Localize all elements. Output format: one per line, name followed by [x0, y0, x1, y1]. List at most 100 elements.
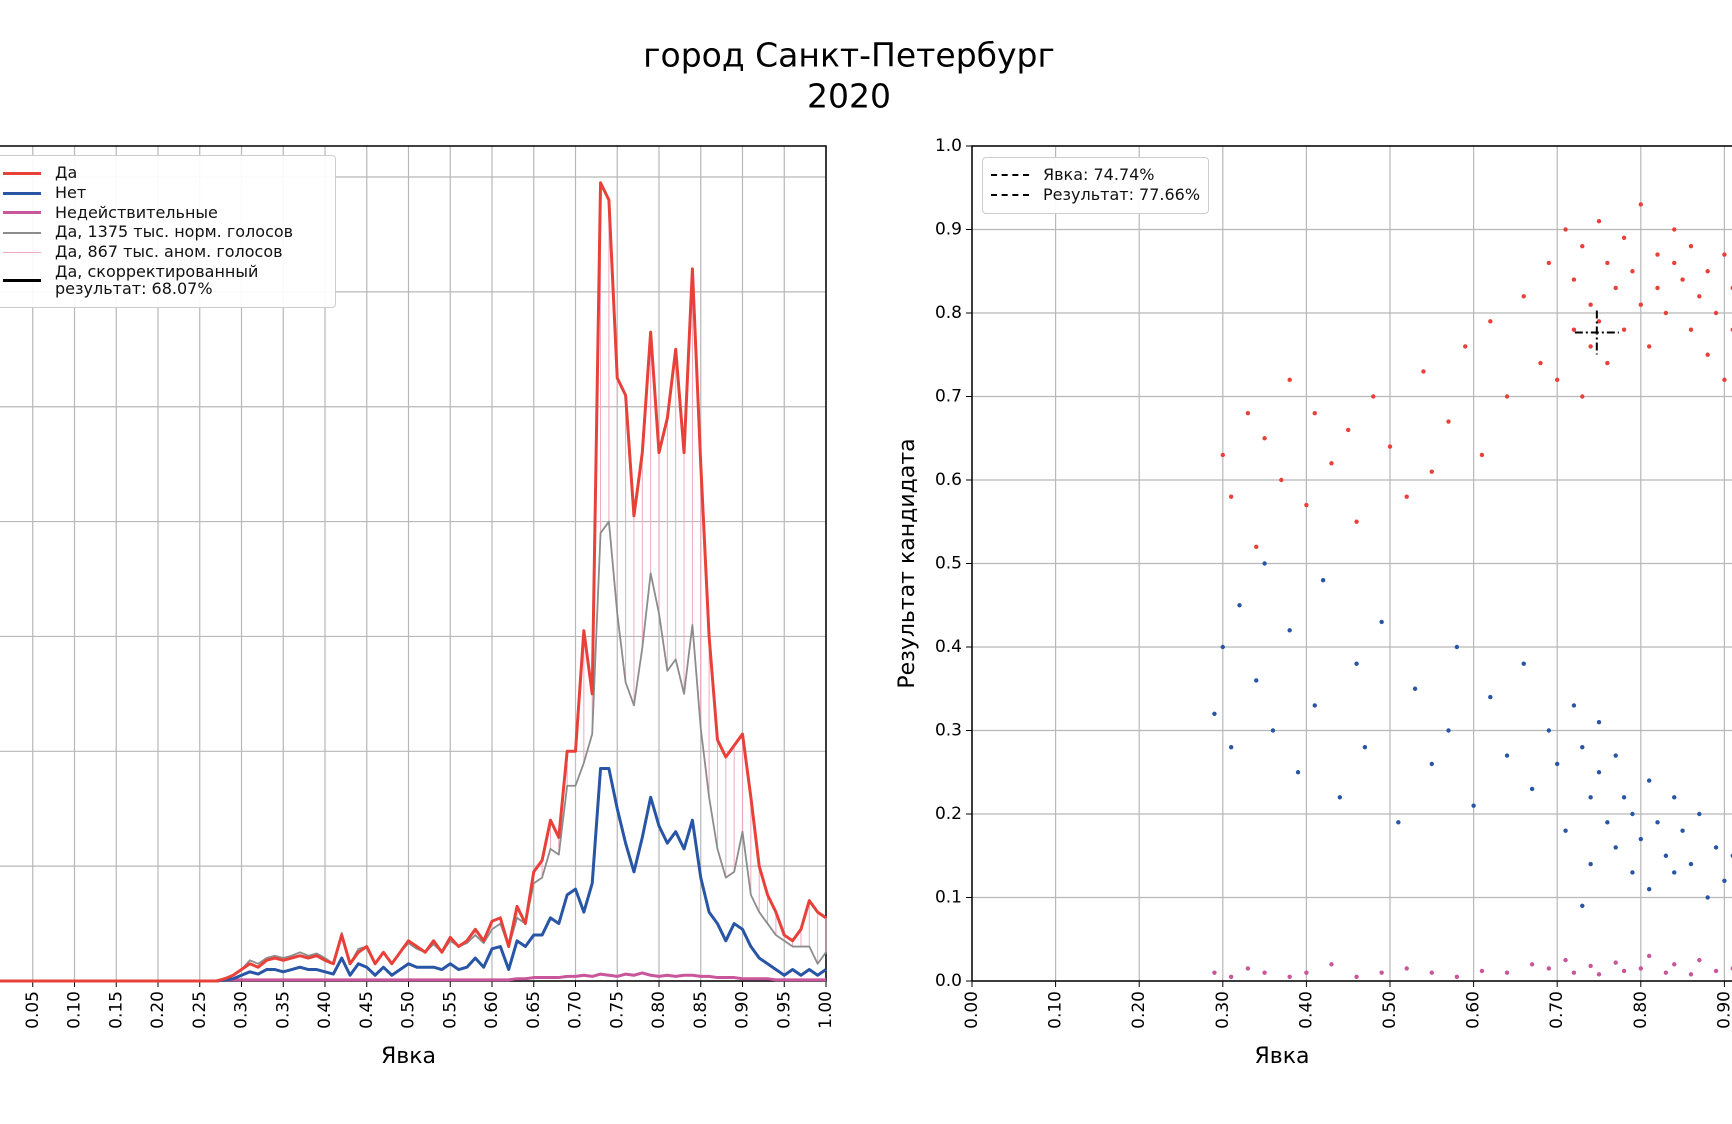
x-axis-label: Явка: [381, 1044, 436, 1069]
scatter-point: [1329, 461, 1334, 466]
scatter-point: [1621, 968, 1627, 974]
scatter-point: [1596, 719, 1602, 725]
scatter-point: [1262, 970, 1267, 975]
scatter-point: [1471, 803, 1476, 808]
scatter-point: [1630, 269, 1635, 274]
scatter-point: [1379, 970, 1384, 975]
scatter-point: [1387, 444, 1393, 449]
scatter-point: [1220, 644, 1226, 650]
y-tick-label: 0.3: [935, 721, 962, 741]
scatter-point: [1538, 360, 1543, 366]
scatter-point: [1488, 694, 1493, 700]
y-tick-label: 0.4: [935, 637, 962, 657]
legend-entry: Да: [3, 164, 327, 182]
scatter-point: [1630, 870, 1635, 875]
scatter-point: [1571, 703, 1577, 708]
scatter-point: [1605, 820, 1610, 825]
scatter-point: [1672, 870, 1677, 875]
y-tick-label: 0.9: [935, 220, 962, 240]
x-tick-label: 0.60: [482, 991, 502, 1029]
scatter-point: [1621, 795, 1627, 800]
y-tick-label: 0.0: [935, 971, 962, 991]
x-tick-label: 0.75: [607, 991, 627, 1029]
scatter-point: [1605, 360, 1610, 366]
legend-swatch: [991, 174, 1029, 177]
scatter-point: [1621, 327, 1627, 332]
scatter-point: [1713, 310, 1719, 316]
scatter-point: [1254, 544, 1259, 549]
scatter-point: [1320, 578, 1326, 583]
scatter-point: [1672, 962, 1677, 967]
scatter-point: [1705, 895, 1710, 900]
scatter-point: [1697, 811, 1702, 817]
y-tick-label: 0.1: [935, 888, 962, 908]
scatter-point: [1672, 260, 1677, 266]
scatter-point: [1571, 277, 1577, 282]
scatter-point: [1588, 302, 1593, 307]
scatter-point: [1354, 519, 1359, 524]
legend-entry: Результат: 77.66%: [991, 184, 1201, 204]
scatter-point: [1254, 678, 1259, 683]
scatter-point: [1421, 369, 1426, 374]
scatter-point: [1697, 294, 1702, 299]
scatter-point: [1245, 966, 1251, 971]
x-tick-label: 0.95: [774, 991, 794, 1029]
scatter-point: [1546, 728, 1552, 733]
scatter-point: [1312, 411, 1317, 416]
scatter-point: [1279, 477, 1284, 483]
scatter-point: [1312, 703, 1317, 708]
scatter-point: [1688, 244, 1694, 249]
legend-label: Нет: [55, 182, 87, 202]
scatter-point: [1655, 820, 1660, 825]
scatter-point: [1638, 202, 1644, 207]
x-tick-label: 1.00: [816, 991, 836, 1029]
scatter-point: [1212, 711, 1217, 716]
figure-title: город Санкт-Петербург: [643, 36, 1055, 75]
scatter-point: [1713, 968, 1719, 974]
scatter-point: [1212, 970, 1217, 975]
figure-subtitle: 2020: [807, 77, 891, 116]
scatter-point: [1655, 285, 1660, 291]
y-tick-label: 0.8: [935, 303, 962, 323]
legend-entry: Да, скорректированный результат: 68.07%: [3, 263, 327, 298]
scatter-point: [1404, 966, 1409, 971]
scatter-point: [1705, 352, 1710, 357]
x-tick-label: 0.60: [1464, 991, 1484, 1029]
scatter-point: [1680, 828, 1685, 833]
x-tick-label: 0.55: [440, 991, 460, 1029]
x-tick-label: 0.40: [1296, 991, 1316, 1029]
x-tick-label: 0.20: [148, 991, 168, 1029]
x-tick-label: 0.85: [691, 991, 711, 1029]
scatter-point: [1672, 227, 1677, 232]
scatter-point: [1713, 845, 1719, 850]
scatter-point: [1722, 878, 1727, 883]
scatter-point: [1429, 469, 1435, 474]
legend-label: Результат: 77.66%: [1043, 184, 1201, 204]
scatter-point: [1228, 745, 1234, 750]
x-tick-label: 0.40: [315, 991, 335, 1029]
x-tick-label: 0.65: [524, 991, 544, 1029]
scatter-point: [1563, 227, 1568, 232]
scatter-point: [1722, 252, 1727, 257]
plot-frame: [971, 145, 1732, 982]
scatter-point: [1722, 377, 1727, 382]
scatter-point: [1663, 310, 1669, 316]
scatter-point: [1580, 903, 1585, 909]
y-tick-label: 0.6: [935, 470, 962, 490]
scatter-point: [1638, 836, 1644, 842]
scatter-point: [1488, 319, 1493, 324]
scatter-point: [1688, 972, 1694, 977]
scatter-point: [1621, 235, 1627, 241]
scatter-point: [1571, 327, 1577, 332]
scatter-point: [1596, 218, 1602, 224]
legend-swatch: [991, 194, 1029, 197]
x-tick-label: 0.90: [733, 991, 753, 1029]
scatter-point: [1588, 861, 1593, 867]
scatter-point: [1504, 970, 1510, 975]
scatter-point: [1362, 745, 1368, 750]
x-tick-label: 0.10: [65, 991, 85, 1029]
scatter-point: [1354, 661, 1359, 666]
scatter-point: [1287, 377, 1292, 382]
scatter-point: [1613, 753, 1618, 758]
